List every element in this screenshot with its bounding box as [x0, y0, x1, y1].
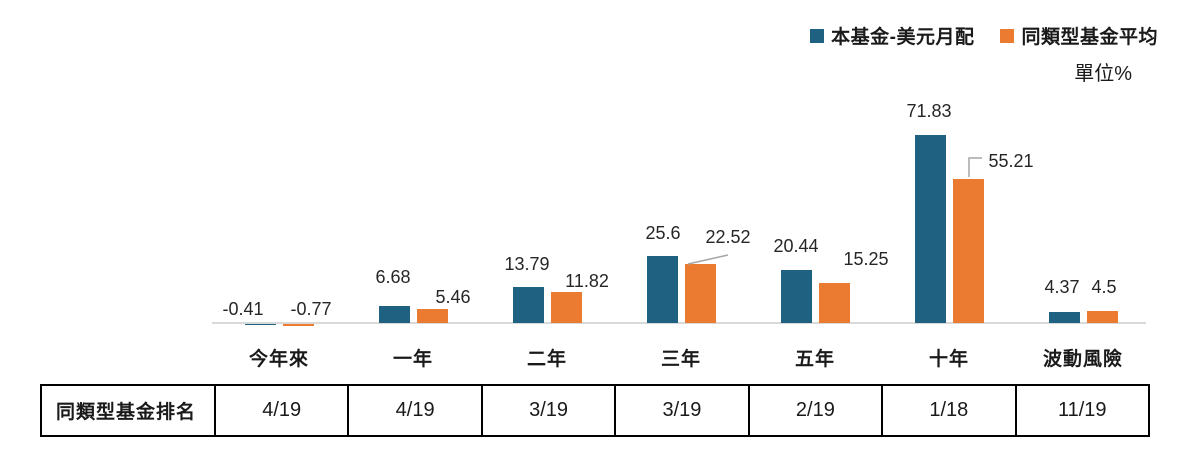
value-label-fund-1: 6.68 [375, 267, 411, 287]
category-label-6: 波動風險 [1042, 349, 1124, 370]
rank-table-cell-1y: 4/19 [347, 386, 480, 435]
category-label-5: 十年 [928, 349, 970, 370]
rank-table: 同類型基金排名 4/19 4/19 3/19 3/19 2/19 1/18 11… [40, 384, 1150, 437]
callout-line-3y-peer [687, 254, 729, 265]
value-label-fund-3: 25.6 [645, 223, 681, 243]
bar-peer-4 [819, 283, 850, 323]
unit-label: 單位% [1074, 63, 1132, 85]
value-label-peer-6: 4.5 [1091, 277, 1117, 297]
bar-fund-0 [245, 324, 276, 325]
rank-table-cell-2y: 3/19 [480, 386, 614, 435]
value-label-peer-2: 11.82 [565, 271, 609, 291]
bar-peer-1 [417, 309, 448, 323]
value-label-peer-0: -0.77 [290, 299, 332, 319]
category-label-4: 五年 [794, 349, 836, 370]
legend-item-fund: 本基金-美元月配 [810, 22, 974, 49]
value-label-fund-0: -0.41 [222, 299, 264, 319]
bar-fund-1 [379, 306, 410, 323]
bar-fund-4 [781, 270, 812, 323]
bar-peer-6 [1087, 311, 1118, 323]
bar-peer-0 [283, 324, 314, 326]
bar-peer-2 [551, 292, 582, 323]
legend-label-fund: 本基金-美元月配 [831, 27, 975, 48]
rank-table-cell-5y: 2/19 [747, 386, 881, 435]
legend-label-peer-average: 同類型基金平均 [1021, 27, 1158, 48]
category-label-1: 一年 [392, 349, 434, 370]
value-label-fund-6: 4.37 [1044, 277, 1080, 297]
rank-table-cell-volatility: 11/19 [1014, 386, 1148, 435]
value-label-peer-4: 15.25 [843, 249, 889, 269]
bar-fund-6 [1049, 312, 1080, 323]
bar-fund-2 [513, 287, 544, 323]
rank-table-cell-ytd: 4/19 [214, 386, 347, 435]
value-label-fund-5: 71.83 [906, 101, 952, 121]
bar-fund-5 [915, 135, 946, 323]
callout-line-10y-peer [968, 157, 982, 177]
legend-item-peer-average: 同類型基金平均 [1000, 22, 1158, 49]
category-label-2: 二年 [526, 349, 568, 370]
rank-table-cell-10y: 1/18 [881, 386, 1014, 435]
value-label-peer-5: 55.21 [988, 151, 1034, 171]
bar-peer-3 [685, 264, 716, 323]
value-label-peer-1: 5.46 [435, 287, 471, 307]
bar-fund-3 [647, 256, 678, 323]
chart-legend: 本基金-美元月配 同類型基金平均 [810, 22, 1158, 49]
category-label-3: 三年 [660, 349, 702, 370]
category-label-0: 今年來 [248, 349, 310, 370]
bar-peer-5 [953, 179, 984, 323]
x-axis-line [212, 322, 1146, 324]
value-label-peer-3: 22.52 [705, 227, 751, 247]
value-label-fund-2: 13.79 [504, 254, 550, 274]
legend-swatch-peer-average [1000, 28, 1015, 43]
rank-table-row-label: 同類型基金排名 [56, 402, 197, 423]
legend-swatch-fund [810, 28, 825, 43]
value-label-fund-4: 20.44 [773, 236, 819, 256]
rank-table-cell-3y: 3/19 [614, 386, 747, 435]
